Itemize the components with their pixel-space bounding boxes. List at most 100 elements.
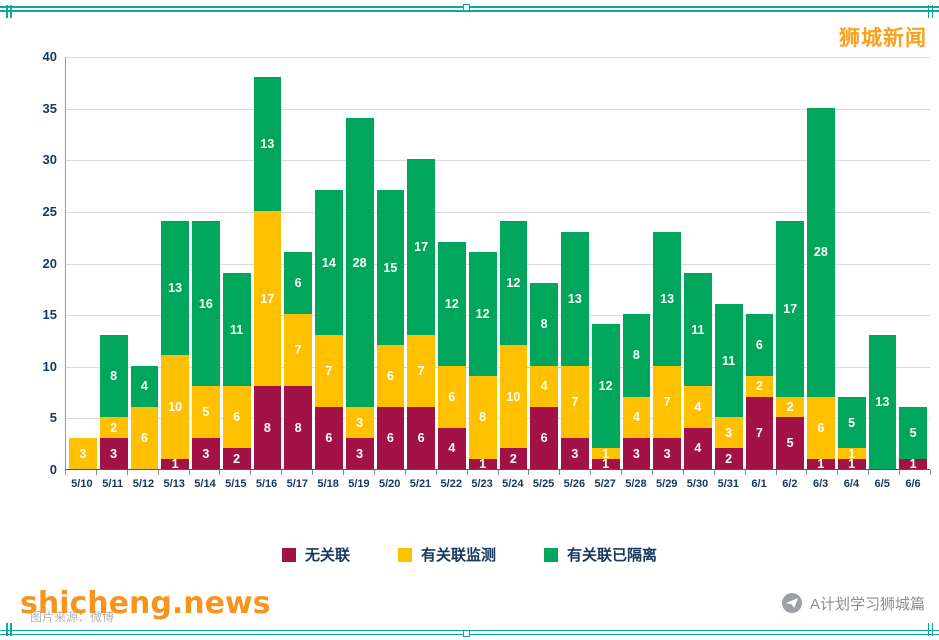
segment-unlinked: 3 [653,438,681,469]
x-axis-tick [435,470,437,475]
y-tick-label: 15 [42,307,57,323]
legend-label: 无关联 [304,547,350,564]
segment-linked-monitoring: 3 [345,407,374,439]
x-axis-tick [281,470,283,475]
segment-linked-quarantined: 16 [192,221,220,387]
segment-unlinked: 6 [376,407,405,469]
resize-handle-top[interactable] [463,4,470,11]
bar-5/15: 2 6 11 [222,272,251,469]
gridline [66,263,930,265]
segment-unlinked: 3 [192,438,220,469]
x-tick-label: 6/5 [874,478,890,490]
segment-linked-quarantined: 13 [253,76,282,211]
segment-value: 13 [875,394,890,409]
bar-5/29: 3 7 13 [653,231,681,469]
x-tick-label: 5/27 [594,478,616,490]
segment-value: 17 [260,291,275,306]
segment-value: 5 [848,415,856,430]
bar-5/28: 3 4 8 [622,314,651,469]
x-axis-tick [250,470,252,475]
legend-swatch [544,547,558,562]
bar-5/11: 3 2 8 [99,334,128,469]
x-axis-tick [559,470,561,475]
segment-unlinked: 4 [438,427,466,469]
bar-5/24: 2 10 12 [499,221,528,469]
x-tick-label: 5/14 [194,478,216,490]
segment-value: 6 [386,430,394,445]
segment-linked-quarantined: 5 [899,407,927,459]
segment-linked-quarantined: 5 [837,396,866,449]
segment-linked-monitoring: 3 [714,417,743,449]
bar-6/2: 5 2 17 [776,221,804,469]
segment-value: 2 [786,399,794,414]
segment-value: 4 [694,441,702,456]
segment-value: 7 [571,394,579,409]
bar-5/16: 8 17 13 [253,76,282,469]
segment-unlinked: 8 [253,386,282,469]
bars-row: 3 3 2 8 6 4 1 10 13 3 5 16 2 6 11 8 17 13 8 7 6 6 7 14 3 3 28 6 6 15 6… [66,57,930,471]
segment-linked-quarantined: 28 [345,117,374,408]
segment-linked-monitoring: 6 [222,386,251,449]
bar-5/14: 3 5 16 [192,221,220,469]
segment-unlinked: 1 [161,458,189,470]
segment-value: 6 [233,410,241,425]
x-axis-tick [651,470,653,475]
segment-unlinked: 1 [899,458,927,470]
segment-unlinked: 1 [591,458,620,470]
selection-corner-bottom-left [10,623,12,636]
segment-linked-monitoring: 6 [130,407,159,469]
x-axis-tick [713,470,715,475]
y-tick-label: 10 [42,358,57,374]
segment-unlinked: 3 [622,438,651,469]
y-tick-label: 40 [42,49,57,64]
x-axis-tick [497,470,499,475]
segment-value: 13 [567,291,582,306]
y-axis-labels: 0 5 10 15 20 25 30 35 40 [0,0,60,640]
legend-swatch [281,547,296,562]
x-tick-label: 5/25 [532,478,555,490]
segment-value: 6 [325,430,333,445]
gridline [66,108,930,110]
segment-value: 1 [848,456,856,471]
segment-linked-monitoring: 6 [376,345,405,408]
x-tick-label: 5/30 [686,478,709,490]
segment-linked-quarantined: 12 [438,241,466,366]
x-tick-label: 6/6 [905,478,921,490]
x-axis-tick [95,470,97,475]
segment-linked-monitoring: 6 [438,365,466,428]
segment-value: 10 [506,389,521,404]
brand-watermark: 狮城新闻 [839,27,927,50]
x-tick-label: 5/18 [317,478,339,490]
segment-value: 11 [230,322,244,337]
bar-5/10: 3 [69,438,97,469]
segment-unlinked: 1 [468,458,497,470]
bar-5/20: 6 6 15 [376,190,405,469]
gridline [66,160,930,162]
bar-5/18: 6 7 14 [315,190,343,469]
x-tick-label: 5/10 [71,478,93,490]
x-axis-tick [65,470,66,475]
gridline [66,57,930,58]
segment-value: 13 [260,136,275,151]
legend-item-unlinked: 无关联 [281,544,350,565]
segment-value: 3 [632,446,640,461]
segment-linked-quarantined: 11 [684,272,712,387]
bar-5/27: 1 1 12 [591,324,620,470]
segment-linked-monitoring: 2 [745,376,774,397]
x-tick-label: 5/16 [255,478,278,490]
segment-linked-quarantined: 13 [868,334,897,469]
segment-value: 14 [321,255,336,270]
y-tick-label: 30 [42,152,57,168]
segment-unlinked: 1 [837,456,866,471]
x-axis-tick [899,470,901,475]
segment-unlinked: 6 [407,407,435,469]
segment-linked-monitoring: 5 [192,386,220,439]
x-axis-tick [837,470,839,475]
segment-value: 6 [755,337,763,352]
resize-handle-bottom[interactable] [463,630,470,637]
segment-value: 2 [233,451,241,466]
segment-unlinked: 3 [345,438,374,469]
bar-6/5: 13 [868,334,897,469]
segment-linked-monitoring: 4 [684,386,712,428]
